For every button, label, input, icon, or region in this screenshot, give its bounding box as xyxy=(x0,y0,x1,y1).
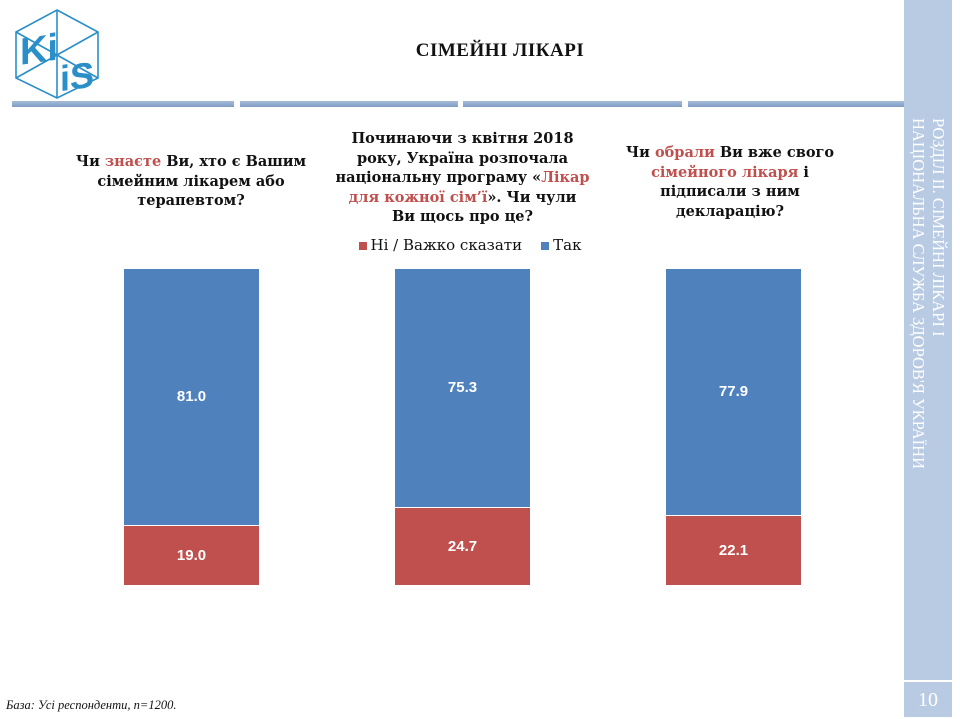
data-label: 77.9 xyxy=(718,383,749,401)
question-text: і підписали з ним декларацію? xyxy=(660,163,809,220)
kiis-logo: Ki iS xyxy=(15,9,99,100)
bar-segment-yes: 77.9 xyxy=(666,269,801,516)
section-sidebar xyxy=(904,0,952,717)
bar-segment-no: 19.0 xyxy=(124,524,259,585)
question-highlight: Лікар для кожної сім’ї xyxy=(348,169,590,206)
legend-swatch-no xyxy=(358,242,367,250)
question-text: ». Чи чули Ви щось про це? xyxy=(391,188,577,226)
bar-segment-yes: 81.0 xyxy=(124,269,259,525)
data-label: 75.3 xyxy=(447,379,478,397)
footnote: База: Усі респонденти, n=1200. xyxy=(6,698,177,712)
divider xyxy=(12,101,234,107)
question-text: Чи xyxy=(625,144,655,161)
question-highlight: знаєте xyxy=(104,153,162,170)
legend-label-yes: Так xyxy=(553,236,582,254)
legend: Ні / Важко сказати Так xyxy=(330,236,610,254)
legend-swatch-yes xyxy=(541,242,550,250)
question-highlight: сімейного лікаря xyxy=(651,163,799,181)
bar-segment-no: 24.7 xyxy=(395,506,530,585)
stacked-bar-3: 22.1 77.9 xyxy=(666,269,801,585)
section-line-1: РОЗДІЛ ІІ. СІМЕЙНІ ЛІКАРІ І xyxy=(929,118,948,337)
bar-segment-yes: 75.3 xyxy=(395,269,530,507)
question-text: Починаючи з квітня 2018 року, Україна ро… xyxy=(335,130,574,186)
stacked-bar-1: 19.0 81.0 xyxy=(124,269,259,585)
data-label: 22.1 xyxy=(718,542,749,560)
bar-segment-no: 22.1 xyxy=(666,515,801,585)
svg-text:iS: iS xyxy=(60,54,94,100)
data-label: 81.0 xyxy=(176,388,207,406)
data-label: 19.0 xyxy=(176,546,207,564)
question-2: Починаючи з квітня 2018 року, Україна ро… xyxy=(335,129,590,227)
svg-text:Ki: Ki xyxy=(20,26,58,74)
question-text: Чи xyxy=(75,153,105,170)
stacked-bar-2: 24.7 75.3 xyxy=(395,269,530,585)
divider xyxy=(240,101,458,107)
section-line-2: НАЦІОНАЛЬНА СЛУЖБА ЗДОРОВ'Я УКРАЇНИ xyxy=(909,118,928,469)
divider xyxy=(463,101,682,107)
question-highlight: обрали xyxy=(654,144,715,161)
data-label: 24.7 xyxy=(447,537,478,555)
divider xyxy=(688,101,904,107)
section-title: РОЗДІЛ ІІ. СІМЕЙНІ ЛІКАРІ І НАЦІОНАЛЬНА С… xyxy=(904,118,952,558)
question-1: Чи знаєте Ви, хто є Вашим сімейним лікар… xyxy=(66,152,316,211)
legend-label-no: Ні / Важко сказати xyxy=(370,236,523,254)
page-title: СІМЕЙНІ ЛІКАРІ xyxy=(415,40,585,61)
page-number: 10 xyxy=(904,680,952,717)
question-text: Ви вже свого xyxy=(714,144,835,161)
question-3: Чи обрали Ви вже свого сімейного лікаря … xyxy=(610,143,850,221)
question-text: Ви, хто є Вашим сімейним лікарем або тер… xyxy=(97,153,307,209)
